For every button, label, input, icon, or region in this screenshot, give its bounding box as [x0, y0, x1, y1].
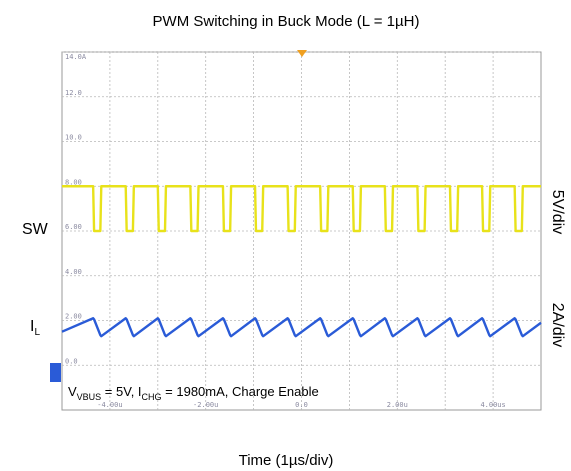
- trace-label-text: I: [30, 318, 34, 335]
- y-tick-label: 12.0: [65, 89, 82, 97]
- x-axis-label: Time (1µs/div): [239, 452, 334, 469]
- trace-label: IL: [30, 318, 40, 337]
- x-tick-label: -2.00u: [193, 401, 218, 409]
- x-tick-label: 4.00us: [480, 401, 505, 409]
- annotation: VVBUS = 5V, ICHG = 1980mA, Charge Enable: [68, 384, 319, 402]
- annotation-sub: VBUS: [77, 392, 102, 402]
- traces: [61, 185, 542, 338]
- trace-label-sub: L: [34, 327, 40, 338]
- annotation-sub: CHG: [142, 392, 162, 402]
- annotation-text: = 5V, I: [101, 384, 141, 399]
- scale-label: 2A/div: [549, 303, 566, 347]
- x-tick-label: 0.0: [295, 401, 308, 409]
- trigger-marker: [297, 50, 307, 57]
- y-tick-label: 6.00: [65, 223, 82, 231]
- trace-line: [61, 317, 542, 338]
- x-tick-label: -4.00u: [97, 401, 122, 409]
- y-tick-label: 8.00: [65, 178, 82, 186]
- y-tick-label: 2.00: [65, 313, 82, 321]
- y-tick-label: 14.0A: [65, 53, 87, 61]
- y-tick-label: 4.00: [65, 268, 82, 276]
- x-tick-label: 2.00u: [387, 401, 408, 409]
- ticks: 14.0A 12.0 10.0 8.00 6.00 4.00 2.00 0.0 -4.00u -2…: [65, 53, 506, 409]
- trace-label: SW: [22, 221, 49, 238]
- y-tick-label: 10.0: [65, 134, 82, 142]
- ground-marker: [50, 363, 61, 382]
- scale-label: 5V/div: [549, 190, 566, 234]
- trace-line: [62, 185, 541, 233]
- y-tick-label: 0.0: [65, 357, 78, 365]
- chart-title: PWM Switching in Buck Mode (L = 1µH): [153, 13, 420, 30]
- plot-area: [61, 51, 542, 411]
- annotation-text: V: [68, 384, 77, 399]
- annotation-text: = 1980mA, Charge Enable: [162, 384, 319, 399]
